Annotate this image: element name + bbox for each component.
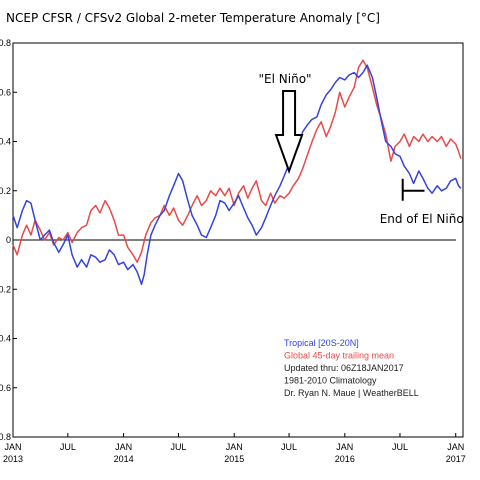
x-axis: JAN 2013 JUL JAN 2014 JUL JAN 2015 JUL JAN 2016 JUL…: [3, 433, 466, 464]
y-tick-label: 0: [6, 235, 11, 245]
y-tick-label: 0.4: [0, 137, 11, 147]
end-el-nino-label: End of El Niño: [380, 212, 464, 226]
x-tick-year: 2017: [446, 454, 466, 464]
y-tick-label: 0.8: [0, 38, 11, 48]
y-tick-label: -0.4: [0, 334, 11, 344]
chart-title: NCEP CFSR / CFSv2 Global 2-meter Tempera…: [6, 11, 380, 25]
x-tick-label: JAN: [115, 442, 132, 452]
x-tick-label: JAN: [336, 442, 353, 452]
legend-line: Updated thru: 06Z18JAN2017: [284, 363, 404, 373]
y-tick-label: -0.2: [0, 284, 11, 294]
x-tick-label: JAN: [447, 442, 464, 452]
legend-line: Dr. Ryan N. Maue | WeatherBELL: [284, 388, 419, 398]
y-tick-label: -0.8: [0, 432, 11, 442]
series-line-global: [12, 59, 462, 263]
y-tick-label: -0.6: [0, 383, 11, 393]
plot-area: 0.8 0.6 0.4 0.2 0 -0.2 -0.4 -0.6 -0.8 JAN 2013 JUL…: [0, 38, 466, 464]
x-tick-label: JUL: [392, 442, 408, 452]
x-tick-label: JUL: [170, 442, 186, 452]
legend-line: 1981-2010 Climatology: [284, 376, 377, 386]
series-group: [12, 59, 462, 286]
y-tick-label: 0.6: [0, 87, 11, 97]
el-nino-label: "El Niño": [259, 72, 312, 86]
y-axis: 0.8 0.6 0.4 0.2 0 -0.2 -0.4 -0.6 -0.8: [0, 38, 17, 442]
x-tick-label: JUL: [60, 442, 76, 452]
legend-line: Tropical [20S-20N]: [284, 338, 359, 348]
x-tick-year: 2015: [224, 454, 244, 464]
y-tick-label: 0.2: [0, 186, 11, 196]
x-tick-label: JAN: [226, 442, 243, 452]
x-tick-label: JAN: [4, 442, 21, 452]
series-line-tropical: [12, 64, 462, 286]
x-tick-label: JUL: [281, 442, 297, 452]
legend: Tropical [20S-20N] Global 45-day trailing…: [284, 338, 419, 398]
el-nino-arrow: [274, 90, 304, 174]
x-tick-year: 2016: [335, 454, 355, 464]
legend-line: Global 45-day trailing mean: [284, 351, 394, 361]
annotations: "El Niño" End of El Niño: [259, 72, 464, 226]
x-tick-year: 2013: [3, 454, 23, 464]
x-tick-year: 2014: [114, 454, 134, 464]
